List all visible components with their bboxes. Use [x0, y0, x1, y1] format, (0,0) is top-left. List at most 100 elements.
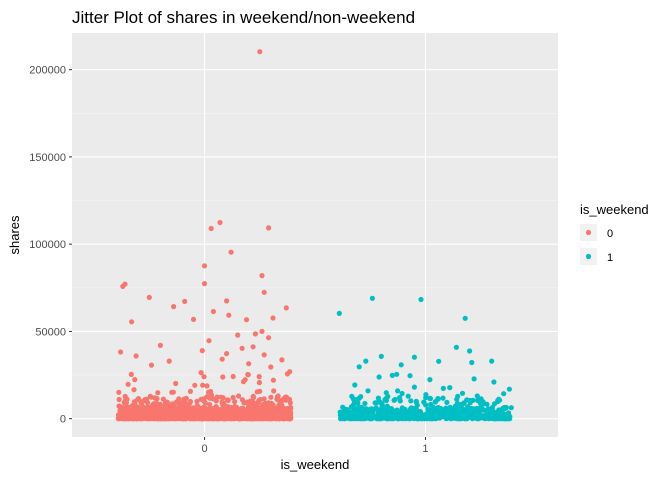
data-point [187, 388, 193, 394]
data-point [239, 345, 245, 351]
data-point [372, 400, 378, 406]
data-point [256, 380, 262, 386]
data-point [394, 371, 400, 377]
data-point [407, 373, 413, 379]
data-point [243, 317, 250, 323]
data-point [440, 395, 446, 401]
data-point [356, 404, 362, 410]
data-point [286, 409, 292, 415]
data-point [184, 410, 190, 416]
legend-title: is_weekend [580, 202, 649, 217]
data-point [172, 405, 179, 411]
data-point [116, 415, 122, 421]
data-point [283, 394, 290, 400]
data-point [173, 380, 179, 387]
data-points [115, 49, 514, 422]
data-point [383, 390, 389, 396]
data-point [257, 49, 263, 55]
data-point [506, 386, 512, 392]
data-point [408, 405, 414, 411]
data-point [268, 394, 274, 400]
series-0 [115, 49, 294, 422]
data-point [469, 359, 475, 366]
data-point [214, 394, 220, 400]
data-point [121, 406, 127, 412]
data-point [233, 411, 239, 417]
data-point [478, 414, 484, 420]
data-point [427, 395, 433, 402]
data-point [140, 412, 147, 418]
data-point [356, 364, 362, 370]
data-point [423, 392, 429, 398]
data-point [278, 405, 285, 411]
data-point [250, 344, 256, 350]
data-point [407, 412, 413, 419]
axes: 0 50000 100000 150000 200000 0 1 [29, 65, 428, 455]
data-point [473, 406, 480, 412]
data-point [350, 408, 356, 414]
data-point [420, 413, 426, 419]
data-point [198, 396, 204, 402]
data-point [116, 403, 122, 409]
data-point [489, 358, 495, 364]
x-tick-label: 1 [422, 443, 428, 455]
data-point [155, 390, 161, 396]
data-point [266, 225, 272, 231]
data-point [443, 412, 449, 419]
data-point [164, 399, 171, 406]
data-point [120, 283, 126, 289]
data-point [157, 342, 163, 348]
data-point [229, 410, 235, 416]
data-point [118, 349, 124, 355]
data-point [140, 404, 146, 411]
data-point [467, 397, 473, 404]
data-point [432, 410, 438, 416]
data-point [378, 353, 384, 359]
data-point [270, 377, 276, 383]
data-point [166, 358, 172, 364]
data-point [182, 298, 188, 304]
data-point [129, 408, 135, 415]
data-point [452, 408, 458, 414]
legend-marker-1 [585, 253, 592, 260]
data-point [259, 273, 265, 279]
y-tick-label: 100000 [29, 239, 66, 251]
data-point [402, 414, 408, 420]
data-point [195, 407, 201, 413]
y-tick-label: 200000 [29, 65, 66, 77]
data-point [132, 377, 138, 383]
data-point [340, 404, 346, 410]
data-point [204, 410, 211, 416]
data-point [202, 400, 208, 406]
data-point [150, 406, 156, 412]
data-point [501, 391, 507, 397]
data-point [378, 411, 384, 417]
data-point [362, 400, 368, 407]
data-point [257, 388, 263, 394]
data-point [395, 415, 401, 422]
data-point [116, 396, 122, 403]
y-tick-label: 150000 [29, 152, 66, 164]
data-point [192, 382, 198, 388]
data-point [241, 407, 247, 413]
data-point [224, 409, 230, 415]
data-point [213, 415, 219, 421]
data-point [361, 415, 367, 421]
data-point [123, 396, 129, 402]
data-point [244, 399, 250, 405]
data-point [266, 335, 272, 341]
data-point [261, 289, 267, 295]
data-point [336, 310, 342, 316]
y-tick-label: 50000 [35, 326, 66, 338]
data-point [266, 411, 272, 417]
y-axis-label: shares [7, 215, 22, 255]
data-point [395, 388, 401, 394]
data-point [166, 406, 172, 412]
data-point [272, 407, 278, 413]
data-point [411, 354, 417, 360]
data-point [278, 415, 284, 421]
data-point [257, 406, 263, 412]
data-point [187, 400, 193, 406]
data-point [207, 402, 213, 408]
